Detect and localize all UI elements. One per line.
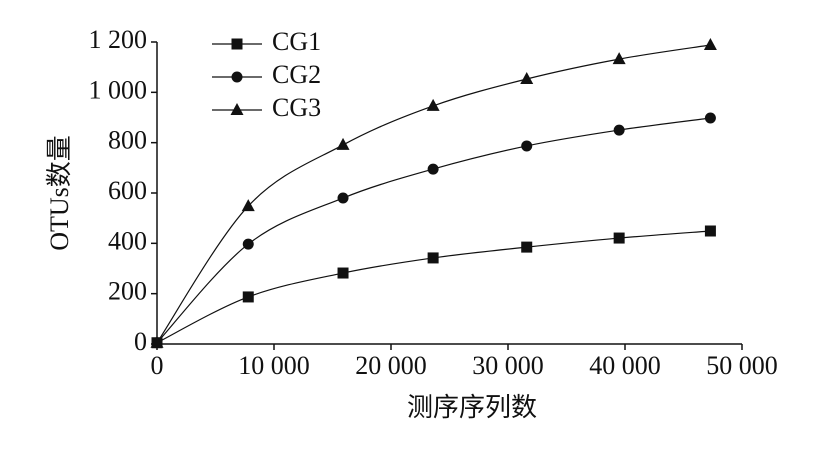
y-tick-label: 1 200 xyxy=(89,25,148,54)
marker xyxy=(521,241,533,253)
legend-marker xyxy=(231,71,243,83)
marker xyxy=(427,163,439,175)
x-tick-label: 40 000 xyxy=(589,351,661,380)
x-tick-label: 0 xyxy=(151,351,164,380)
marker xyxy=(150,335,164,348)
marker xyxy=(612,52,626,65)
marker xyxy=(336,137,350,150)
marker xyxy=(520,71,534,84)
x-axis-label: 测序序列数 xyxy=(407,393,537,422)
marker xyxy=(427,252,439,264)
y-tick-label: 400 xyxy=(108,226,147,255)
y-tick-label: 600 xyxy=(108,176,147,205)
y-axis-label: OTUs数量 xyxy=(45,135,74,251)
x-tick-label: 20 000 xyxy=(355,351,427,380)
legend-label: CG1 xyxy=(272,27,321,56)
marker xyxy=(241,199,255,212)
marker xyxy=(704,225,716,237)
legend-label: CG2 xyxy=(272,60,321,89)
marker xyxy=(703,38,717,51)
marker xyxy=(426,98,440,111)
y-tick-label: 200 xyxy=(108,277,147,306)
y-tick-label: 800 xyxy=(108,126,147,155)
legend-label: CG3 xyxy=(272,93,321,122)
legend-marker xyxy=(230,103,244,115)
marker xyxy=(613,124,625,136)
series-line xyxy=(156,230,711,344)
x-tick-label: 50 000 xyxy=(706,351,778,380)
series-line xyxy=(156,44,711,344)
x-tick-label: 30 000 xyxy=(472,351,544,380)
marker xyxy=(337,192,349,204)
marker xyxy=(613,232,625,244)
marker xyxy=(242,238,254,250)
marker xyxy=(704,112,716,124)
marker xyxy=(337,267,349,279)
marker xyxy=(242,291,254,303)
x-tick-label: 10 000 xyxy=(238,351,310,380)
series-line xyxy=(156,117,711,344)
legend-marker xyxy=(231,38,243,50)
y-tick-label: 0 xyxy=(134,327,147,356)
y-tick-label: 1 000 xyxy=(89,75,148,104)
marker xyxy=(521,140,533,152)
